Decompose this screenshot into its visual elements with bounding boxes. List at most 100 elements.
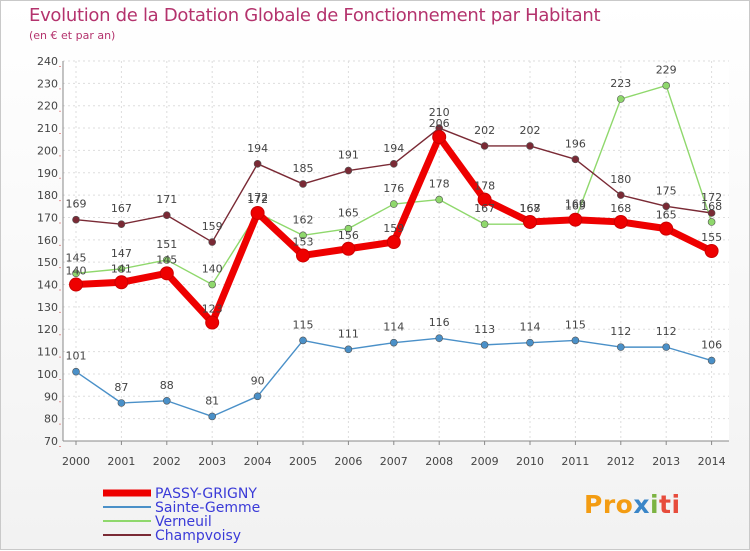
data-label: 155: [701, 231, 722, 244]
data-point: [662, 81, 671, 90]
x-tick-label: 2006: [334, 455, 362, 468]
y-tick-label: 140: [37, 279, 58, 292]
data-label: 145: [156, 253, 177, 266]
data-point: [435, 334, 444, 342]
data-point: [344, 224, 353, 233]
data-point: [163, 211, 171, 220]
x-tick-label: 2004: [244, 455, 272, 468]
data-point: [163, 396, 171, 405]
plot-area: [63, 61, 729, 441]
data-label: 165: [656, 209, 677, 222]
data-label: 140: [66, 265, 87, 278]
data-point: [250, 206, 265, 220]
data-label: 101: [66, 350, 87, 363]
data-point: [117, 220, 126, 228]
data-label: 185: [293, 162, 314, 175]
x-tick-label: 2012: [607, 455, 635, 468]
data-point: [571, 155, 580, 164]
data-label: 90: [251, 374, 265, 387]
x-tick-label: 2003: [198, 455, 226, 468]
data-label: 167: [520, 202, 541, 215]
legend-label: PASSY-GRIGNY: [155, 486, 257, 502]
data-label: 191: [338, 149, 359, 162]
chart-title: Evolution de la Dotation Globale de Fonc…: [29, 5, 601, 26]
x-tick-label: 2000: [62, 455, 90, 468]
logo-part-1: Pro: [584, 490, 634, 519]
data-point: [117, 265, 126, 273]
data-label: 229: [656, 64, 677, 77]
data-point: [616, 343, 625, 351]
data-point: [299, 231, 307, 240]
data-label: 169: [66, 198, 87, 211]
proxiti-logo: Proxiti: [584, 490, 681, 519]
x-tick-label: 2008: [425, 455, 453, 468]
y-tick-label: 190: [37, 167, 58, 180]
data-point: [707, 356, 716, 365]
data-point: [523, 214, 537, 229]
x-tick-label: 2002: [153, 455, 181, 468]
data-label: 178: [429, 178, 450, 191]
y-tick-label: 100: [37, 368, 58, 381]
data-label: 165: [338, 207, 359, 220]
data-point: [526, 338, 534, 347]
data-point: [480, 142, 489, 150]
logo-part-4: ti: [659, 490, 681, 519]
data-label: 172: [701, 191, 722, 204]
data-point: [253, 392, 262, 401]
data-point: [477, 192, 492, 207]
data-point: [480, 220, 489, 228]
x-tick-label: 2011: [561, 455, 589, 468]
data-point: [205, 315, 220, 330]
data-label: 115: [565, 318, 586, 331]
data-point: [163, 256, 171, 264]
data-label: 111: [338, 327, 359, 340]
legend-label: Sainte-Gemme: [155, 500, 260, 516]
data-point: [341, 241, 356, 256]
data-label: 168: [610, 202, 631, 215]
data-label: 169: [565, 198, 586, 211]
data-label: 88: [160, 379, 174, 392]
data-label: 147: [111, 247, 132, 260]
data-point: [159, 266, 174, 281]
data-point: [299, 336, 307, 345]
data-label: 176: [383, 182, 404, 195]
data-label: 167: [111, 202, 132, 215]
data-label: 81: [205, 394, 219, 407]
data-label: 172: [247, 191, 268, 204]
data-point: [72, 367, 80, 376]
data-label: 167: [474, 202, 495, 215]
data-label: 194: [383, 142, 404, 155]
y-tick-label: 130: [37, 301, 58, 314]
data-label: 178: [474, 180, 495, 193]
data-label: 141: [111, 262, 132, 275]
y-tick-label: 90: [44, 390, 58, 403]
data-point: [435, 195, 444, 204]
data-label: 194: [247, 142, 268, 155]
x-tick-label: 2010: [516, 455, 544, 468]
data-point: [296, 248, 310, 263]
data-label: 180: [610, 173, 631, 186]
data-point: [208, 280, 216, 289]
y-tick-label: 230: [37, 77, 58, 90]
y-tick-label: 150: [37, 256, 58, 269]
y-tick-label: 210: [37, 122, 58, 135]
data-point: [386, 235, 401, 250]
logo-part-3: i: [649, 490, 660, 519]
data-point: [253, 160, 262, 168]
data-point: [616, 191, 625, 199]
y-tick-label: 200: [37, 144, 58, 157]
data-label: 115: [293, 318, 314, 331]
data-point: [117, 399, 126, 407]
data-label: 206: [429, 117, 450, 130]
y-tick-label: 80: [44, 413, 58, 426]
y-tick-label: 240: [37, 55, 58, 68]
data-point: [389, 160, 398, 168]
data-label: 171: [156, 193, 177, 206]
data-label: 106: [701, 339, 722, 352]
data-label: 153: [293, 235, 314, 248]
data-label: 159: [383, 222, 404, 235]
data-point: [389, 338, 398, 347]
data-point: [344, 345, 353, 354]
data-label: 210: [429, 106, 450, 119]
